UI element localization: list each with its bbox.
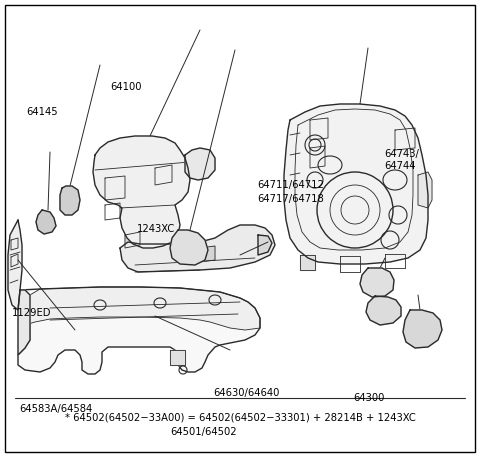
- Text: 64583A/64584: 64583A/64584: [19, 404, 93, 414]
- Polygon shape: [125, 232, 140, 248]
- Polygon shape: [284, 104, 428, 264]
- Text: * 64502(64502−33A00) = 64502(64502−33301) + 28214B + 1243XC: * 64502(64502−33A00) = 64502(64502−33301…: [65, 413, 415, 423]
- Polygon shape: [185, 148, 215, 180]
- Text: 64145: 64145: [26, 107, 58, 117]
- Text: 64100: 64100: [110, 82, 142, 92]
- Polygon shape: [18, 290, 30, 355]
- Polygon shape: [60, 186, 80, 215]
- Polygon shape: [93, 136, 190, 248]
- Text: 64711/64712: 64711/64712: [257, 180, 324, 190]
- Polygon shape: [418, 172, 432, 208]
- Polygon shape: [300, 255, 315, 270]
- Text: 1129ED: 1129ED: [12, 308, 51, 318]
- Polygon shape: [403, 310, 442, 348]
- Polygon shape: [366, 296, 401, 325]
- Text: 1243XC: 1243XC: [137, 223, 175, 234]
- Text: 64743/
64744: 64743/ 64744: [384, 149, 419, 171]
- Polygon shape: [170, 350, 185, 365]
- Polygon shape: [18, 287, 260, 374]
- Text: 64300: 64300: [353, 393, 384, 403]
- Text: 64501/64502: 64501/64502: [170, 427, 237, 437]
- Polygon shape: [36, 210, 56, 234]
- Polygon shape: [170, 230, 208, 265]
- Polygon shape: [8, 220, 22, 310]
- Text: 64717/64718: 64717/64718: [257, 194, 324, 204]
- Polygon shape: [258, 235, 272, 255]
- Polygon shape: [200, 246, 215, 262]
- Polygon shape: [360, 268, 394, 297]
- Polygon shape: [120, 225, 275, 272]
- Text: 64630/64640: 64630/64640: [214, 388, 280, 398]
- Polygon shape: [20, 287, 260, 330]
